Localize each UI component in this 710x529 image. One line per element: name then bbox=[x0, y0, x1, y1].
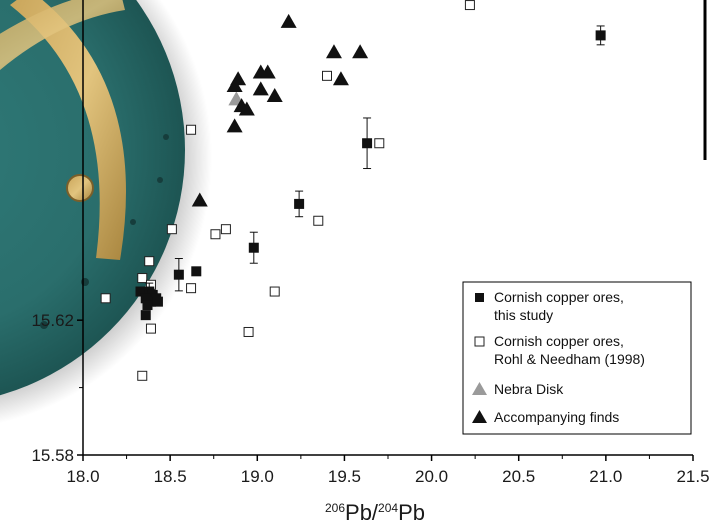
x-axis-label-part-2: Pb bbox=[398, 500, 425, 525]
disk-gold-star bbox=[66, 174, 94, 202]
x-ticks: 18.0 18.5 19.0 19.5 20.0 20.5 21.0 21.5 bbox=[66, 455, 710, 486]
ore-rohl-needham-point bbox=[464, 0, 475, 11]
accompanying-find-point bbox=[325, 44, 342, 59]
legend-marker-open-square bbox=[474, 336, 485, 347]
x-tick-label: 19.5 bbox=[328, 467, 361, 486]
accompanying-find-point bbox=[238, 101, 255, 116]
y-tick-label: 15.62 bbox=[31, 311, 74, 330]
x-tick-label: 19.0 bbox=[241, 467, 274, 486]
disk-rivet bbox=[163, 134, 169, 140]
legend-label-nebra-disk: Nebra Disk bbox=[494, 381, 564, 397]
legend-label-this-study-line-1: Cornish copper ores, bbox=[494, 289, 624, 305]
disk-rivet bbox=[157, 177, 163, 183]
disk-rivet bbox=[130, 219, 136, 225]
x-tick-label: 21.5 bbox=[676, 467, 709, 486]
accompanying-find-point bbox=[252, 81, 269, 96]
accompanying-find-point bbox=[266, 88, 283, 103]
x-axis-label-superscript-2: 204 bbox=[378, 501, 398, 515]
ore-rohl-needham-point bbox=[322, 70, 332, 81]
ore-this-study-point bbox=[142, 300, 153, 311]
ore-this-study-point bbox=[248, 242, 259, 253]
data-marks bbox=[100, 0, 606, 381]
ore-rohl-needham-point bbox=[210, 229, 221, 240]
ore-rohl-needham-point bbox=[313, 215, 324, 226]
ore-rohl-needham-point bbox=[220, 224, 231, 235]
legend: Cornish copper ores, this study Cornish … bbox=[462, 281, 692, 435]
disk-gold-arc bbox=[10, 0, 126, 260]
accompanying-find-point bbox=[280, 13, 297, 28]
ore-this-study-point bbox=[362, 138, 373, 149]
ore-this-study-point bbox=[173, 269, 184, 280]
legend-marker-filled-square bbox=[475, 293, 484, 302]
accompanying-find-point bbox=[226, 118, 243, 133]
ore-rohl-needham-point bbox=[145, 323, 156, 334]
ore-rohl-needham-point bbox=[100, 293, 111, 304]
legend-marker-gray-triangle bbox=[472, 382, 487, 395]
accompanying-find-point bbox=[352, 44, 369, 59]
x-axis-label-part-1: Pb/ bbox=[345, 500, 379, 525]
ore-rohl-needham-point bbox=[137, 370, 148, 381]
legend-label-rohl-needham-line-2: Rohl & Needham (1998) bbox=[494, 351, 645, 367]
legend-label-accompanying-finds: Accompanying finds bbox=[494, 409, 619, 425]
ore-rohl-needham-point bbox=[166, 224, 177, 235]
ore-this-study-point bbox=[135, 286, 146, 297]
legend-marker-black-triangle bbox=[472, 410, 487, 423]
x-tick-label: 18.5 bbox=[154, 467, 187, 486]
x-axis-label-superscript-1: 206 bbox=[325, 501, 345, 515]
x-tick-label: 18.0 bbox=[66, 467, 99, 486]
ore-this-study-point bbox=[595, 30, 606, 41]
accompanying-find-point bbox=[259, 64, 276, 79]
ore-this-study-point bbox=[152, 296, 163, 307]
ore-rohl-needham-point bbox=[269, 286, 280, 297]
nebra-disk-photo bbox=[0, 0, 212, 424]
x-axis-label: 206Pb/204Pb bbox=[325, 500, 425, 525]
legend-box bbox=[462, 281, 692, 435]
disk-gold-band bbox=[0, 0, 125, 70]
ore-this-study-point bbox=[191, 266, 202, 277]
x-tick-label: 21.0 bbox=[589, 467, 622, 486]
ore-this-study-point bbox=[294, 198, 305, 209]
ore-rohl-needham-point bbox=[186, 283, 197, 294]
x-tick-label: 20.0 bbox=[415, 467, 448, 486]
accompanying-find-point bbox=[226, 77, 243, 92]
y-tick-label: 15.58 bbox=[31, 446, 74, 465]
ore-this-study-point bbox=[140, 310, 151, 321]
y-ticks: 15.58 15.62 bbox=[31, 311, 83, 465]
ore-rohl-needham-point bbox=[144, 256, 155, 267]
ore-this-study-point bbox=[140, 293, 151, 304]
legend-label-this-study-line-2: this study bbox=[494, 307, 553, 323]
ore-rohl-needham-point bbox=[186, 124, 197, 135]
disk-rivet bbox=[40, 321, 48, 329]
ore-rohl-needham-point bbox=[243, 326, 254, 337]
disk-rivet bbox=[81, 278, 89, 286]
legend-label-rohl-needham-line-1: Cornish copper ores, bbox=[494, 333, 624, 349]
accompanying-find-point bbox=[191, 192, 208, 207]
ore-rohl-needham-point bbox=[137, 273, 148, 284]
x-tick-label: 20.5 bbox=[502, 467, 535, 486]
axes: 18.0 18.5 19.0 19.5 20.0 20.5 21.0 21.5 15.5815… bbox=[31, 0, 710, 486]
ore-rohl-needham-point bbox=[374, 138, 385, 149]
accompanying-find-point bbox=[332, 71, 349, 86]
